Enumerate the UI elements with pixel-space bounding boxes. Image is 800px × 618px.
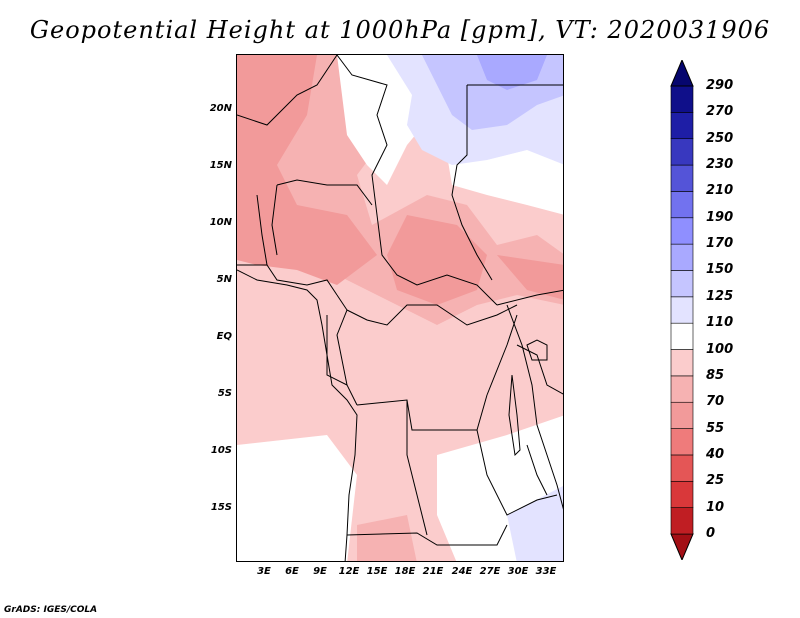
country-borders bbox=[237, 55, 563, 546]
field-east-red bbox=[497, 255, 563, 300]
lake-tanganyika bbox=[508, 374, 521, 457]
x-tick-label: 24E bbox=[451, 566, 473, 577]
y-tick-label: EQ bbox=[216, 331, 232, 342]
x-tick-label: 33E bbox=[535, 566, 557, 577]
colorbar-level-label: 55 bbox=[706, 420, 725, 436]
credit-text: GrADS: IGES/COLA bbox=[4, 605, 98, 615]
colorbar-level-label: 290 bbox=[706, 78, 734, 93]
colorbar-level-label: 230 bbox=[706, 157, 734, 173]
x-tick-label: 30E bbox=[507, 566, 529, 577]
colorbar-swatch bbox=[670, 60, 694, 87]
map-title: Geopotential Height at 1000hPa [gpm], VT… bbox=[29, 16, 771, 44]
colorbar-swatch bbox=[670, 270, 694, 298]
field-blue-southeast bbox=[507, 486, 563, 561]
colorbar bbox=[670, 60, 694, 560]
colorbar-swatch bbox=[670, 138, 694, 166]
x-tick-label: 21E bbox=[422, 566, 444, 577]
x-tick-label: 3E bbox=[257, 566, 271, 577]
field-white-southwest bbox=[237, 435, 357, 561]
colorbar-swatch bbox=[670, 349, 694, 377]
colorbar-swatch bbox=[670, 112, 694, 140]
colorbar-level-label: 190 bbox=[706, 209, 734, 225]
y-tick-label: 5N bbox=[216, 274, 232, 285]
colorbar-swatch bbox=[670, 507, 694, 535]
colorbar-level-label: 100 bbox=[706, 341, 734, 357]
colorbar-swatch bbox=[670, 164, 694, 192]
y-tick-label: 15S bbox=[210, 502, 232, 513]
colorbar-swatch bbox=[670, 243, 694, 271]
field-south-pink bbox=[357, 515, 417, 561]
colorbar-swatch bbox=[670, 217, 694, 245]
colorbar-level-label: 85 bbox=[706, 367, 725, 383]
colorbar-level-label: 150 bbox=[706, 262, 734, 278]
y-tick-label: 15N bbox=[209, 160, 232, 171]
y-tick-label: 5S bbox=[217, 388, 232, 399]
colorbar-level-label: 0 bbox=[706, 526, 716, 541]
colorbar-swatch bbox=[670, 428, 694, 456]
colorbar-swatch bbox=[670, 375, 694, 403]
colorbar-level-label: 25 bbox=[706, 473, 725, 489]
coastline-west bbox=[237, 269, 358, 561]
y-tick-label: 10S bbox=[210, 445, 232, 456]
x-tick-label: 12E bbox=[338, 566, 360, 577]
y-tick-label: 20N bbox=[209, 103, 232, 114]
colorbar-swatch bbox=[670, 401, 694, 429]
colorbar-level-label: 270 bbox=[706, 104, 734, 120]
colorbar-level-label: 250 bbox=[706, 130, 734, 146]
lake-victoria bbox=[526, 339, 548, 361]
x-tick-label: 15E bbox=[366, 566, 388, 577]
x-tick-label: 27E bbox=[479, 566, 501, 577]
colorbar-level-label: 40 bbox=[706, 446, 725, 462]
colorbar-level-label: 110 bbox=[706, 315, 734, 331]
colorbar-level-label: 125 bbox=[706, 288, 734, 304]
colorbar-swatch bbox=[670, 322, 694, 350]
colorbar-swatch bbox=[670, 533, 694, 560]
colorbar-swatch bbox=[670, 85, 694, 113]
x-tick-label: 6E bbox=[285, 566, 299, 577]
colorbar-level-label: 10 bbox=[706, 499, 725, 515]
colorbar-level-label: 70 bbox=[706, 394, 725, 410]
colorbar-swatch bbox=[670, 191, 694, 219]
colorbar-swatch bbox=[670, 296, 694, 324]
colorbar-level-label: 210 bbox=[706, 183, 734, 199]
x-tick-label: 9E bbox=[313, 566, 327, 577]
x-tick-label: 18E bbox=[394, 566, 416, 577]
map-field bbox=[237, 55, 563, 561]
field-white-east bbox=[447, 145, 563, 215]
coastline-east bbox=[506, 304, 563, 510]
colorbar-swatch bbox=[670, 480, 694, 508]
y-tick-label: 10N bbox=[209, 217, 232, 228]
map-panel bbox=[236, 54, 564, 562]
colorbar-level-label: 170 bbox=[706, 236, 734, 252]
field-blue-dark bbox=[477, 55, 547, 90]
colorbar-swatch bbox=[670, 454, 694, 482]
